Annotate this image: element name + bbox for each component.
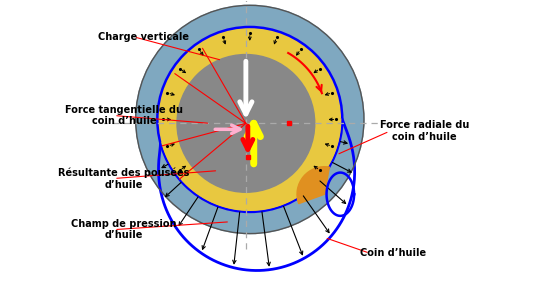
- Wedge shape: [297, 167, 329, 204]
- Text: Force radiale du
coin d’huile: Force radiale du coin d’huile: [380, 121, 469, 142]
- Text: Champ de pression
d’huile: Champ de pression d’huile: [71, 219, 177, 240]
- Circle shape: [136, 5, 364, 233]
- Circle shape: [157, 27, 342, 212]
- Text: Résultante des pousées
d’huile: Résultante des pousées d’huile: [58, 168, 190, 190]
- Circle shape: [177, 54, 315, 192]
- Text: Charge verticale: Charge verticale: [98, 32, 189, 42]
- Text: Coin d’huile: Coin d’huile: [360, 248, 426, 258]
- Text: Force tangentielle du
coin d’huile: Force tangentielle du coin d’huile: [65, 105, 183, 126]
